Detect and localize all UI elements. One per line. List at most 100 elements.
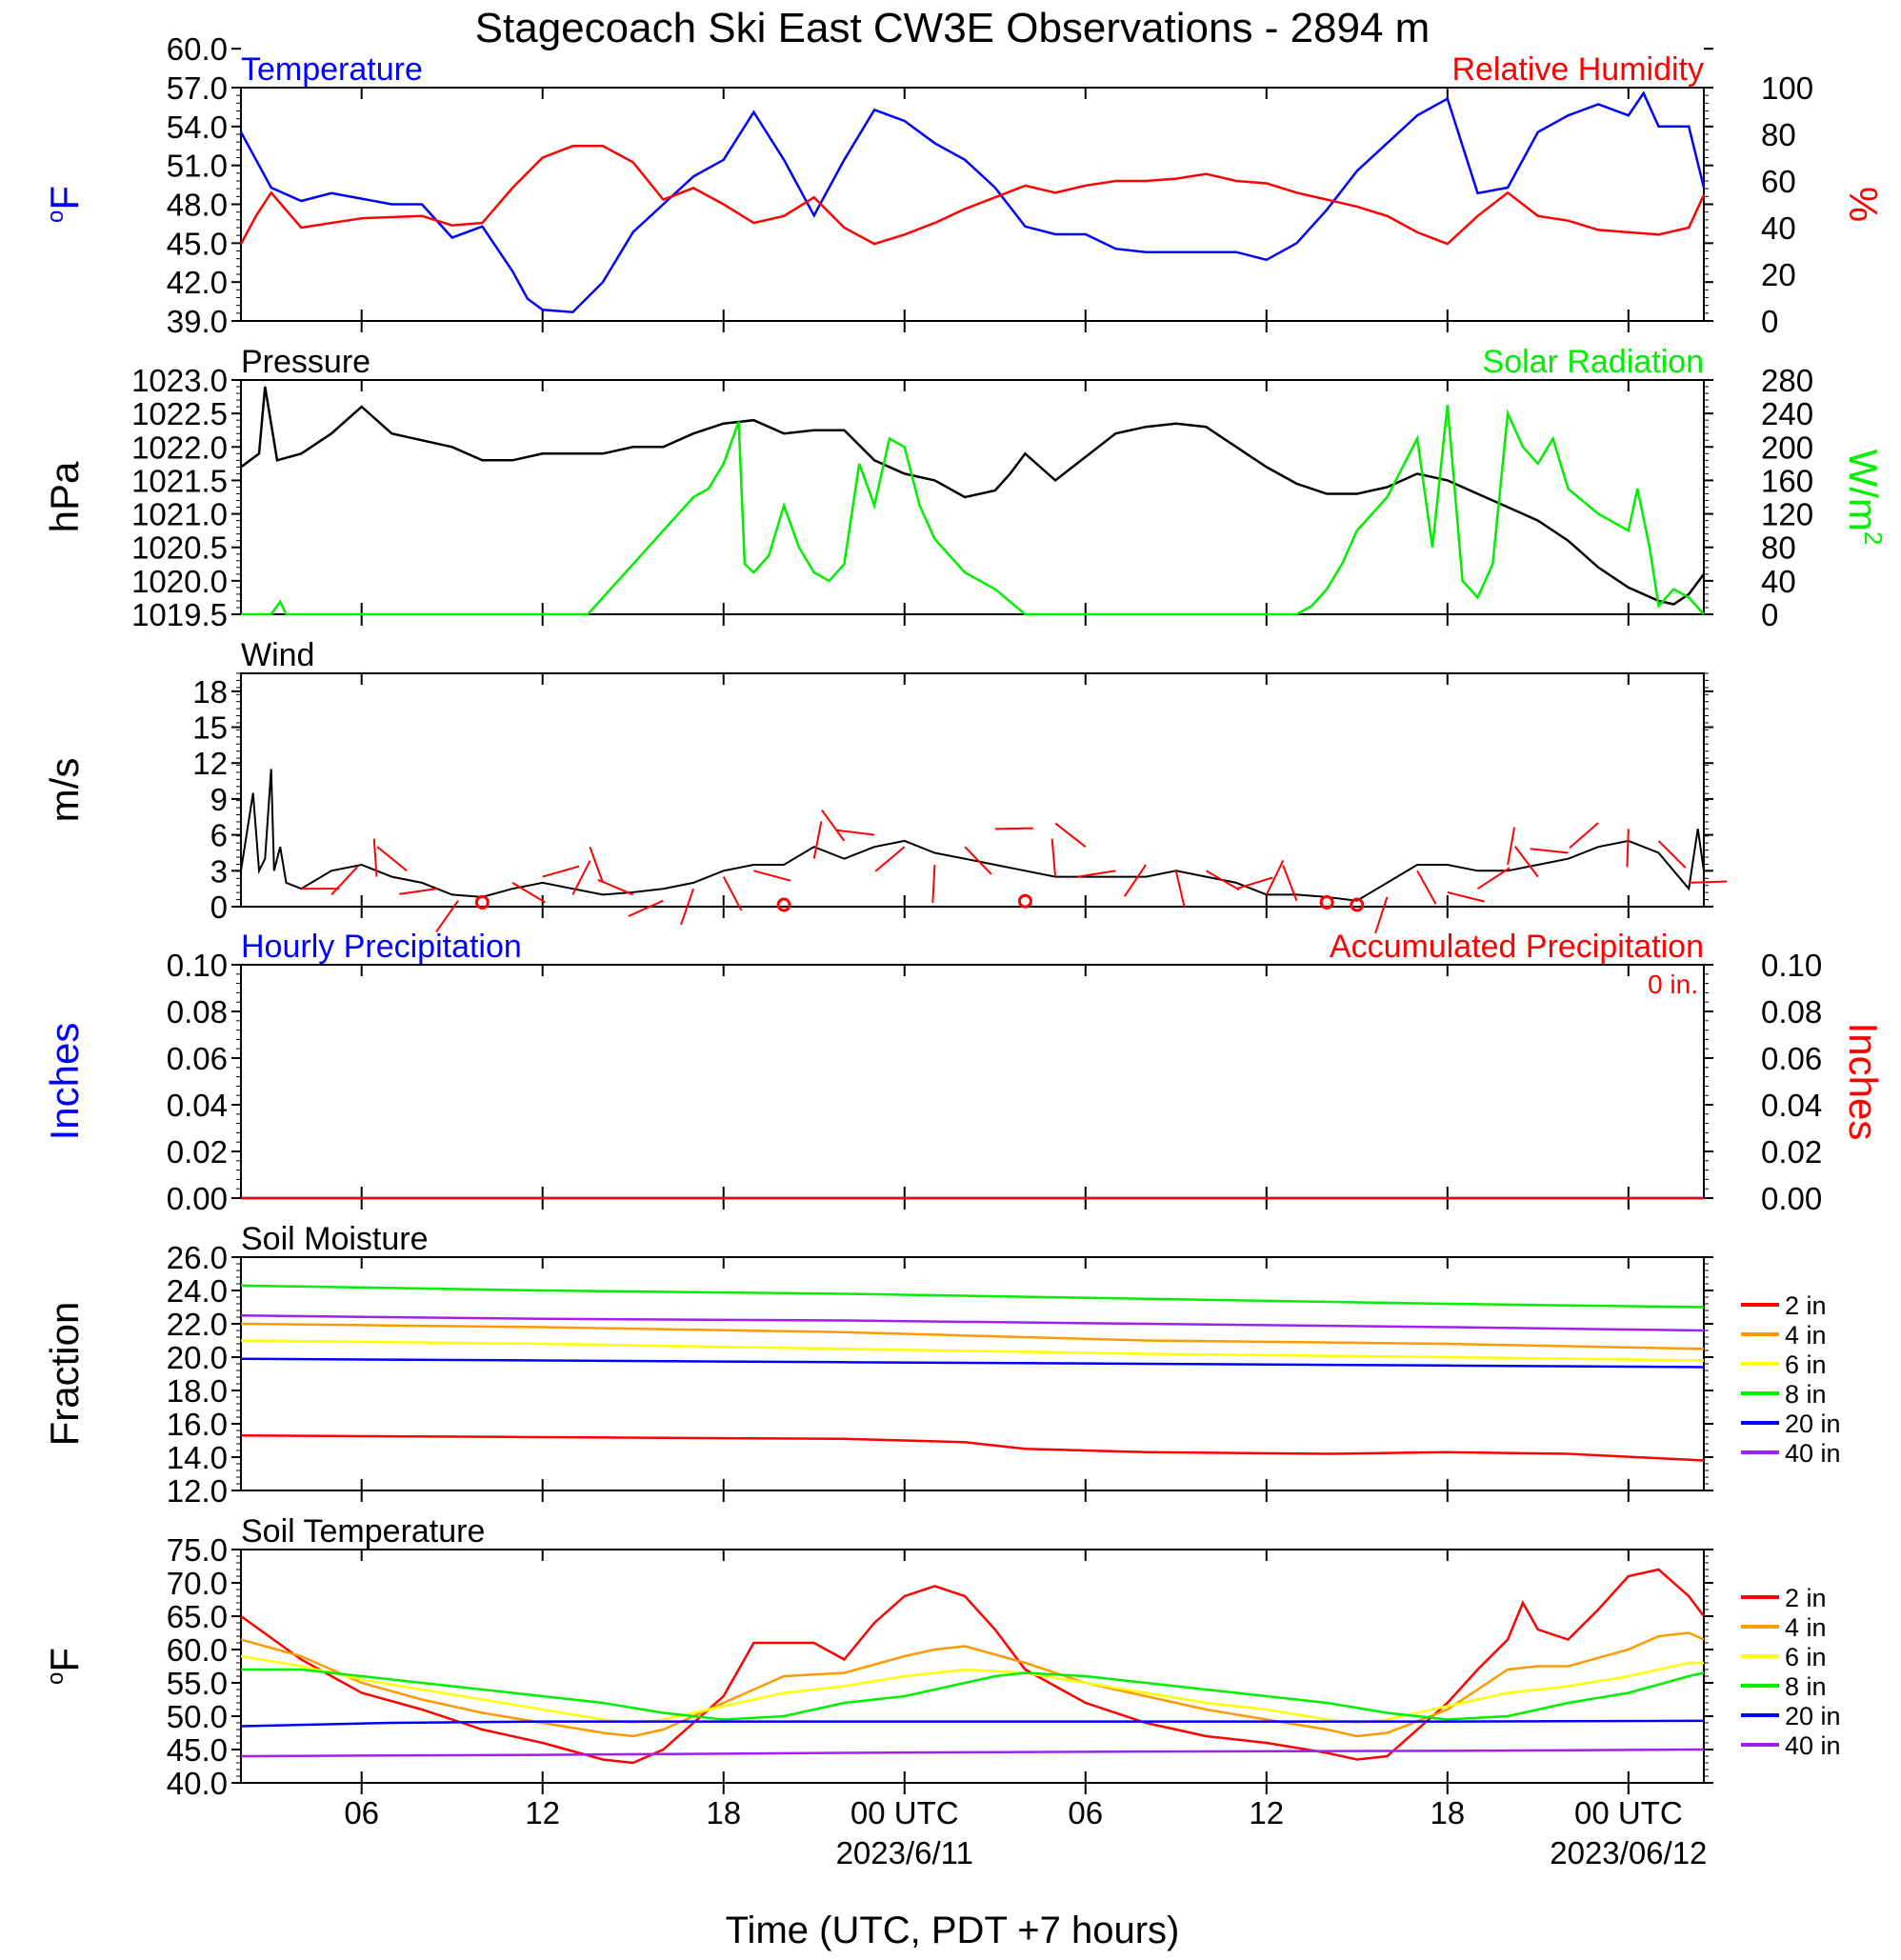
wind-barb xyxy=(1507,827,1516,866)
panel-temp_rh: 39.0 42.0 45.048.0 51.0 54.0 57.060.0 0 20 40 60 8… xyxy=(42,31,1886,339)
y-tick-label-right: 160 xyxy=(1761,463,1813,498)
panel-pressure_solar: 1019.51020.01020.51021.01021.51022.01022… xyxy=(42,344,1888,632)
y-tick-label: 1022.5 xyxy=(131,396,228,431)
y-tick-label: 42.0 xyxy=(167,265,228,300)
series-relative-humidity xyxy=(239,145,1706,246)
wind-barb xyxy=(628,899,664,917)
y-tick-label-right: 40 xyxy=(1761,564,1796,599)
legend-label: 4 in xyxy=(1785,1613,1827,1642)
plot-frame xyxy=(240,1256,1705,1491)
y-tick-label: 1021.5 xyxy=(131,463,228,498)
y-axis-label-left: oF xyxy=(42,186,87,223)
y-tick-label: 1023.0 xyxy=(131,363,228,398)
x-tick-label: 12 xyxy=(1249,1795,1284,1830)
y-tick-label: 24.0 xyxy=(167,1273,228,1309)
y-axis-label-left: hPa xyxy=(42,461,87,532)
x-tick-label: 12 xyxy=(525,1795,560,1830)
y-axis-label-right: Inches xyxy=(1841,1023,1886,1141)
wind-barb xyxy=(1282,865,1298,902)
series-4-in xyxy=(240,1322,1705,1350)
y-tick-label: 22.0 xyxy=(167,1307,228,1342)
legend-label: 8 in xyxy=(1785,1672,1827,1701)
series-4-in xyxy=(240,1631,1705,1738)
legend-label: 20 in xyxy=(1785,1702,1841,1730)
y-tick-label: 51.0 xyxy=(167,149,228,184)
wind-barb xyxy=(1657,840,1687,869)
wind-barb xyxy=(1626,829,1630,868)
y-tick-label-right: 100 xyxy=(1761,70,1813,106)
wind-barb xyxy=(1569,822,1599,850)
legend-label: 8 in xyxy=(1785,1380,1827,1409)
plot-frame xyxy=(240,964,1705,1199)
degree-sign: o xyxy=(43,210,69,223)
superscript: 2 xyxy=(1859,531,1888,545)
plot-frame xyxy=(240,87,1705,322)
y-tick-label: 45.0 xyxy=(167,1732,228,1768)
panel-title-left: Hourly Precipitation xyxy=(241,929,522,965)
y-tick-label-right: 20 xyxy=(1761,257,1796,292)
plot-frame xyxy=(240,379,1705,615)
x-tick-label: 06 xyxy=(344,1795,379,1830)
wind-barb xyxy=(964,846,992,875)
y-axis-label-left: Fraction xyxy=(42,1302,87,1447)
y-tick-label: 6 xyxy=(210,818,228,853)
wind-barb xyxy=(680,888,694,926)
panel-title-right: Solar Radiation xyxy=(1483,344,1704,380)
series-20-in xyxy=(240,1719,1705,1728)
y-tick-label: 0.00 xyxy=(167,1181,228,1216)
degree-sign: o xyxy=(43,1672,69,1685)
wind-barb xyxy=(1447,890,1485,903)
wind-barb xyxy=(874,846,906,872)
plot-frame xyxy=(240,672,1705,908)
y-axis-label-left: m/s xyxy=(42,758,87,823)
plot-frame xyxy=(240,1549,1705,1784)
wind-barb xyxy=(836,829,875,836)
series-8-in xyxy=(241,1668,1705,1721)
series-2-in xyxy=(240,1568,1705,1765)
y-tick-label: 0.02 xyxy=(167,1134,228,1170)
y-tick-label-right: 40 xyxy=(1761,210,1796,246)
legend-label: 6 in xyxy=(1785,1643,1827,1671)
panel-title-right: Relative Humidity xyxy=(1451,51,1704,88)
wind-barb xyxy=(589,846,604,884)
y-tick-label-right: 0 xyxy=(1761,597,1778,632)
y-tick-label-right: 0 xyxy=(1761,304,1778,339)
x-tick-label: 18 xyxy=(706,1795,741,1830)
y-tick-label: 1022.0 xyxy=(131,430,228,465)
y-tick-label-right: 280 xyxy=(1761,363,1813,398)
x-axis-label: Time (UTC, PDT +7 hours) xyxy=(726,1910,1180,1951)
series-40-in xyxy=(240,1314,1705,1332)
y-tick-label: 20.0 xyxy=(167,1340,228,1375)
wind-barb xyxy=(1265,860,1285,895)
y-tick-label: 18 xyxy=(192,674,228,710)
wind-barb xyxy=(1476,867,1511,890)
y-tick-label-right: 0.10 xyxy=(1761,948,1822,983)
panel-soil_temp: 40.045.050.055.060.065.070.075.0 Soil Tem… xyxy=(42,1513,1841,1801)
y-tick-label: 0.10 xyxy=(167,948,228,983)
series-6-in xyxy=(240,1654,1704,1725)
wind-barb xyxy=(994,827,1033,830)
y-axis-label-right: % xyxy=(1841,187,1886,222)
y-tick-label-right: 200 xyxy=(1761,430,1813,465)
legend-label: 20 in xyxy=(1785,1410,1841,1438)
y-tick-label: 45.0 xyxy=(167,226,228,261)
series-solar-radiation xyxy=(241,405,1705,616)
y-tick-label: 48.0 xyxy=(167,188,228,223)
y-tick-label-right: 80 xyxy=(1761,530,1796,566)
y-tick-label-right: 0.04 xyxy=(1761,1088,1822,1123)
wind-barb xyxy=(821,809,846,842)
y-tick-label: 14.0 xyxy=(167,1440,228,1475)
y-tick-label: 60.0 xyxy=(167,1632,228,1668)
wind-barb-calm xyxy=(1350,897,1365,912)
time-axis: 06 12 18 00 UTC 06 12 18 00 UTC 2023/6/11 2023/06… xyxy=(344,1795,1707,1870)
wind-barb-calm xyxy=(1017,893,1032,909)
x-date-label: 2023/06/12 xyxy=(1550,1835,1707,1870)
panel-title-right: Accumulated Precipitation xyxy=(1330,929,1704,965)
y-axis-label-right: W/m2 xyxy=(1841,450,1888,546)
panel-precip: 0.00 0.02 0.04 0.06 0.08 0.10 0.00 0.02 0.04 0.06… xyxy=(42,929,1886,1216)
y-tick-label: 65.0 xyxy=(167,1599,228,1634)
y-tick-label: 12.0 xyxy=(167,1473,228,1509)
wind-barb xyxy=(1054,822,1087,848)
